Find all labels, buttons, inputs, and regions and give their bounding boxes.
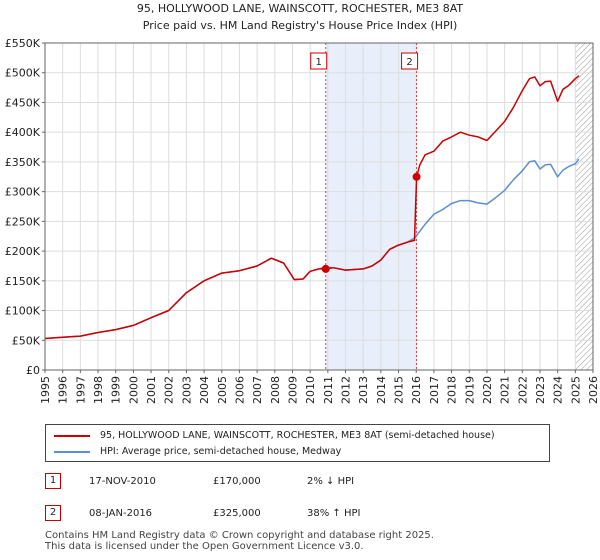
x-tick-label: 2010 (304, 376, 317, 404)
x-tick-label: 2002 (163, 376, 176, 404)
transaction-hpi-diff: 38% ↑ HPI (307, 508, 361, 519)
sale-label-box (310, 52, 328, 70)
x-tick-label: 1996 (57, 376, 70, 404)
x-tick-label: 2020 (481, 376, 494, 404)
x-tick-label: 2015 (393, 376, 406, 404)
x-tick-label: 2018 (446, 376, 459, 404)
price-chart: 95, HOLLYWOOD LANE, WAINSCOTT, ROCHESTER… (5, 2, 600, 404)
x-tick-label: 1998 (92, 376, 105, 404)
x-tick-label: 2021 (499, 376, 512, 404)
series-line-hpi (44, 158, 580, 340)
legend-swatch-hpi (54, 450, 90, 453)
x-tick-label: 2001 (145, 376, 158, 404)
footer-attribution: Contains HM Land Registry data © Crown c… (45, 530, 434, 552)
legend-item-property: 95, HOLLYWOOD LANE, WAINSCOTT, ROCHESTER… (54, 428, 495, 444)
x-tick-label: 2004 (198, 376, 211, 404)
x-tick-label: 2014 (375, 376, 388, 404)
x-tick-label: 1995 (39, 376, 52, 404)
y-tick-label: £550K (5, 37, 41, 50)
x-tick-label: 2022 (516, 376, 529, 404)
x-tick-label: 2024 (552, 376, 565, 404)
transaction-date: 08-JAN-2016 (89, 508, 153, 519)
x-tick-label: 2019 (463, 376, 476, 404)
x-tick-label: 2016 (410, 376, 423, 404)
x-tick-label: 2009 (286, 376, 299, 404)
sale-label: 1 (316, 57, 322, 68)
y-tick-label: £250K (5, 215, 41, 228)
y-tick-label: £450K (5, 96, 41, 109)
y-tick-label: £500K (5, 67, 41, 80)
x-tick-label: 2006 (233, 376, 246, 404)
transaction-badge: 1 (45, 473, 61, 489)
x-tick-label: 2011 (322, 376, 335, 404)
x-tick-label: 2025 (569, 376, 582, 404)
legend: 95, HOLLYWOOD LANE, WAINSCOTT, ROCHESTER… (45, 424, 550, 462)
legend-label-hpi: HPI: Average price, semi-detached house,… (100, 446, 342, 457)
y-tick-label: £300K (5, 186, 41, 199)
plot-frame (44, 42, 594, 371)
sale-label: 2 (406, 57, 412, 68)
series-line-property (44, 75, 580, 340)
y-tick-label: £350K (5, 156, 41, 169)
sale-point (412, 172, 421, 181)
x-tick-label: 2026 (587, 376, 600, 404)
legend-item-hpi: HPI: Average price, semi-detached house,… (54, 444, 341, 460)
y-tick-label: £400K (5, 126, 41, 139)
y-tick-label: £0 (26, 364, 40, 377)
x-tick-label: 1997 (74, 376, 87, 404)
legend-swatch-property (54, 434, 90, 437)
legend-label-property: 95, HOLLYWOOD LANE, WAINSCOTT, ROCHESTER… (100, 430, 495, 441)
x-tick-label: 2013 (357, 376, 370, 404)
transaction-price: £325,000 (213, 508, 261, 519)
transaction-badge: 2 (45, 505, 61, 521)
x-tick-label: 1999 (110, 376, 123, 404)
y-tick-label: £100K (5, 305, 41, 318)
x-tick-label: 2017 (428, 376, 441, 404)
x-tick-label: 2003 (180, 376, 193, 404)
sale-point (321, 264, 330, 273)
sale-label-box (401, 52, 419, 70)
chart-title: 95, HOLLYWOOD LANE, WAINSCOTT, ROCHESTER… (137, 2, 464, 15)
chart-subtitle: Price paid vs. HM Land Registry's House … (143, 19, 458, 32)
footer-line: Contains HM Land Registry data © Crown c… (45, 530, 434, 541)
y-tick-label: £50K (12, 334, 41, 347)
x-tick-label: 2007 (251, 376, 264, 404)
x-tick-label: 2005 (216, 376, 229, 404)
x-tick-label: 2008 (269, 376, 282, 404)
y-tick-label: £150K (5, 275, 41, 288)
y-tick-label: £200K (5, 245, 41, 258)
transaction-hpi-diff: 2% ↓ HPI (307, 476, 355, 487)
future-hatch (575, 43, 593, 370)
x-tick-label: 2023 (534, 376, 547, 404)
transaction-date: 17-NOV-2010 (89, 476, 156, 487)
x-tick-label: 2012 (340, 376, 353, 404)
transaction-price: £170,000 (213, 476, 261, 487)
footer-line: This data is licensed under the Open Gov… (45, 541, 364, 552)
x-tick-label: 2000 (127, 376, 140, 404)
shaded-period (325, 43, 417, 370)
